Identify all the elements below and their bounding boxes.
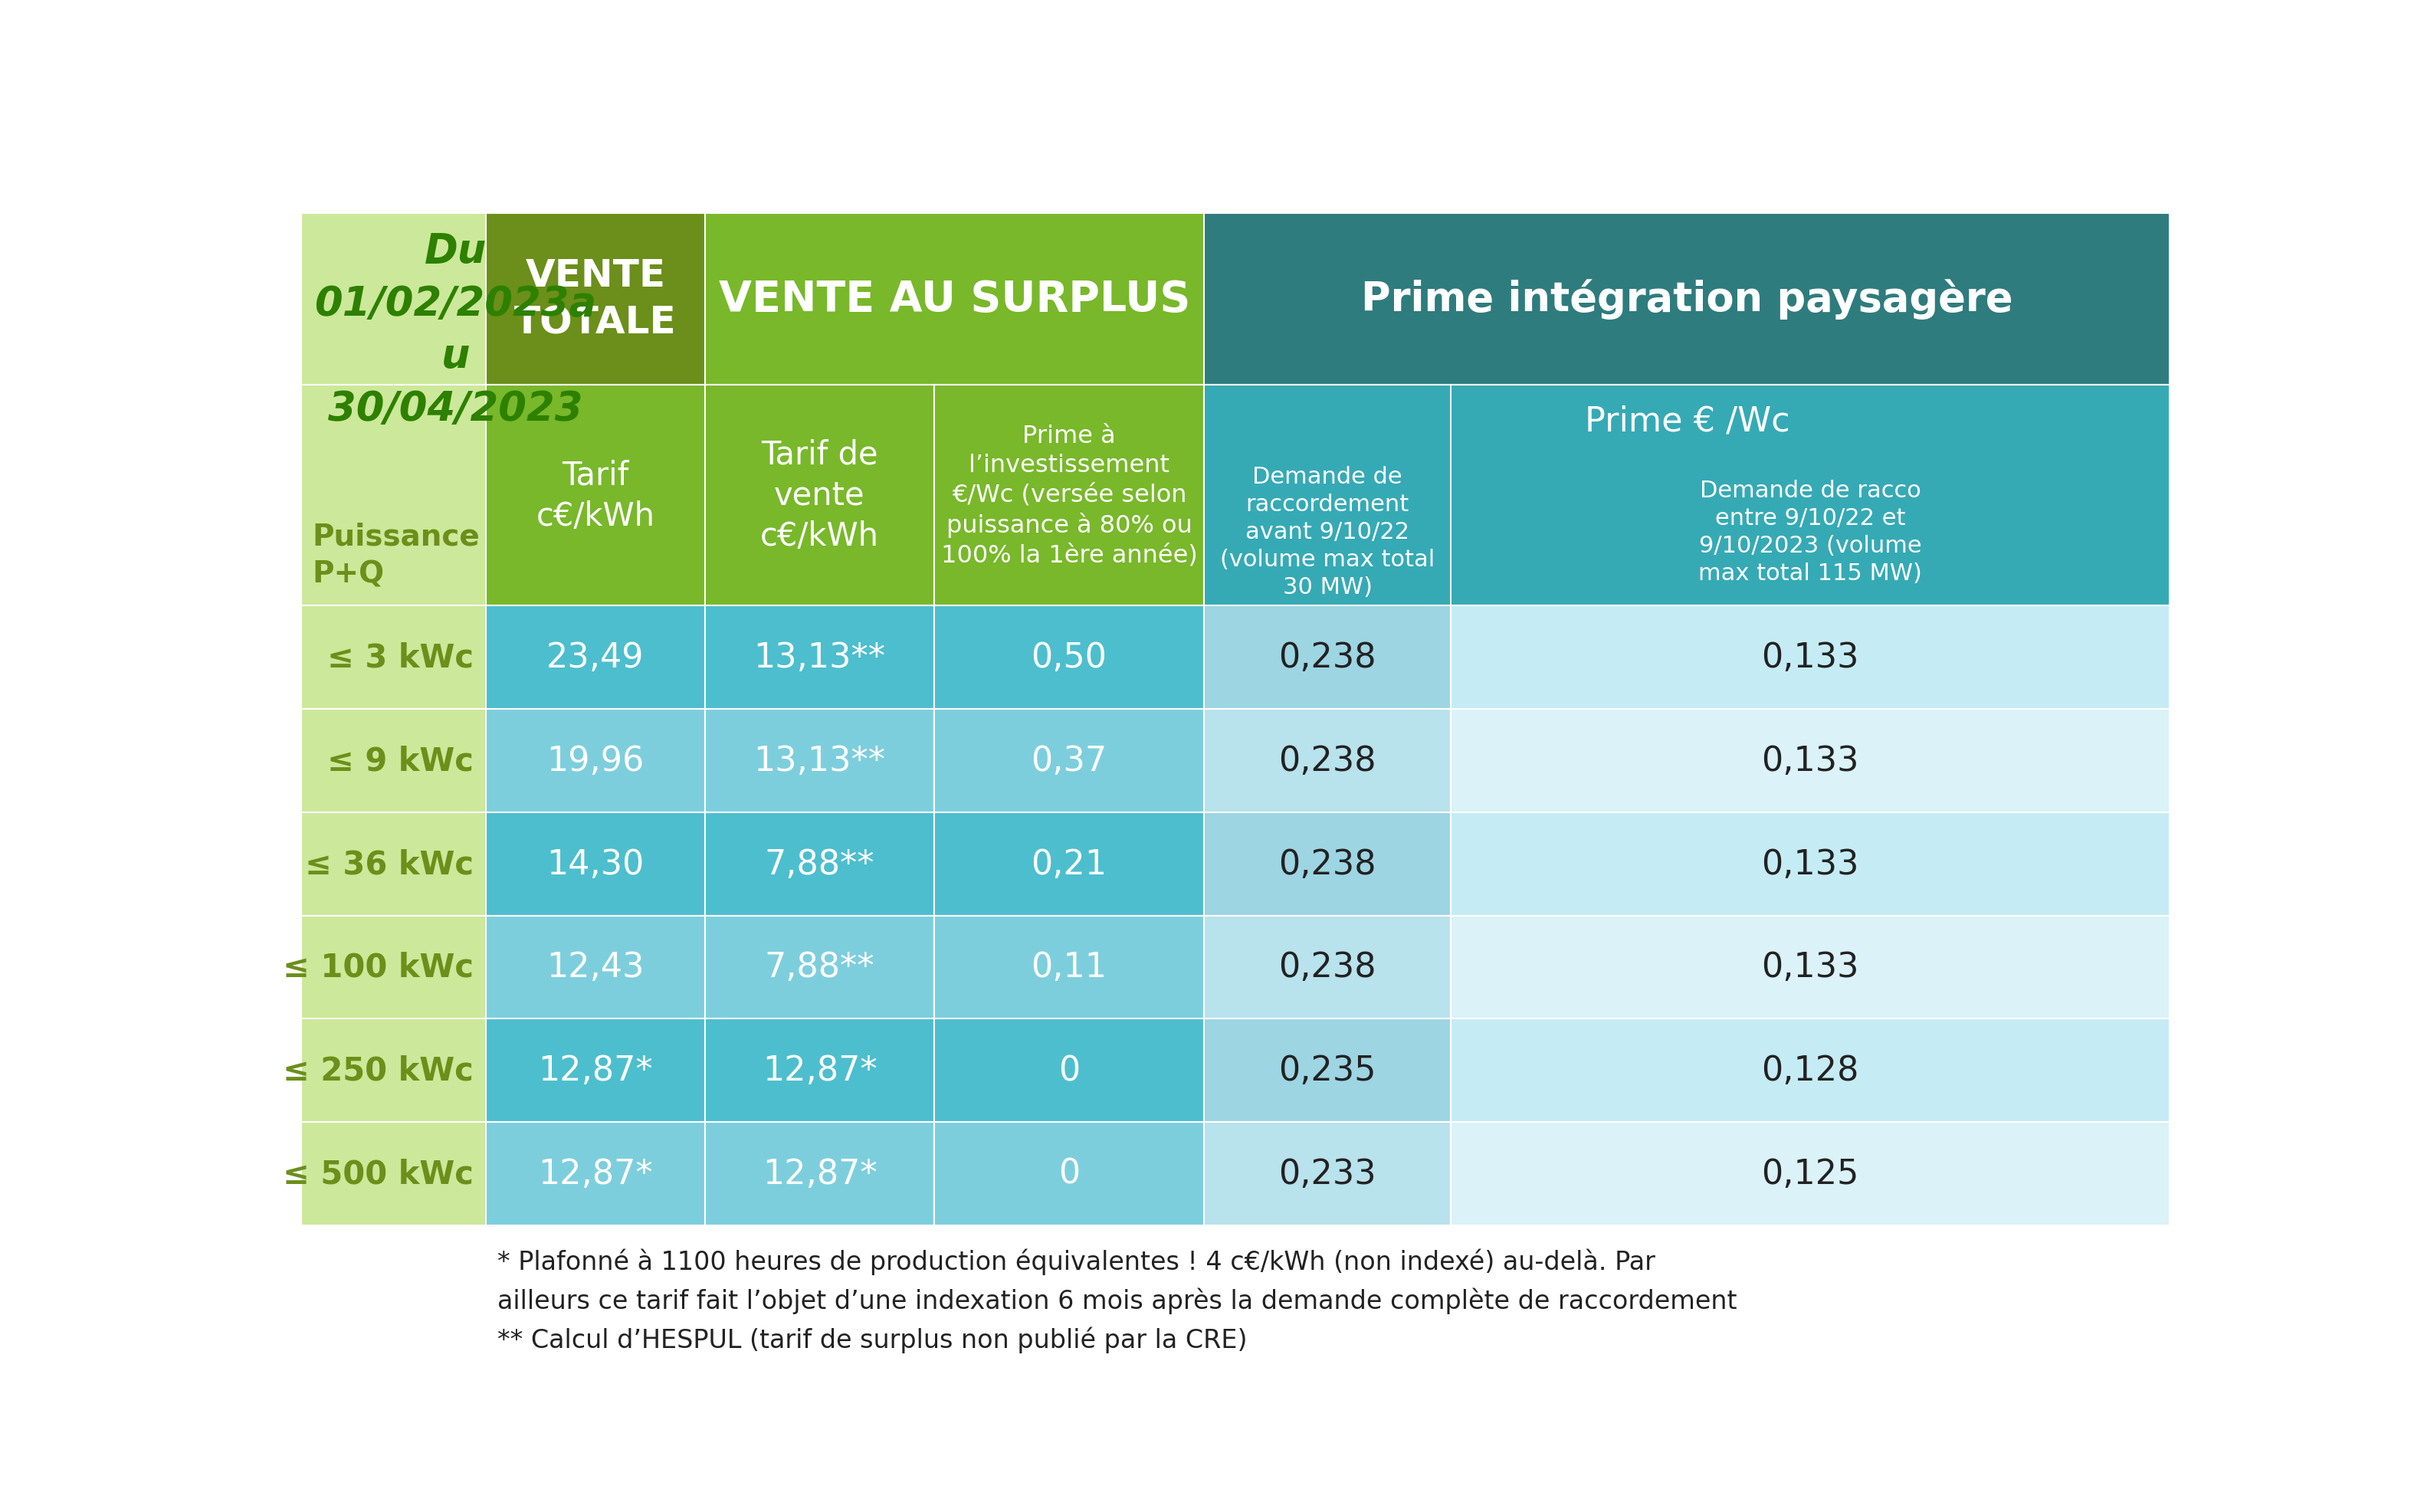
Bar bbox=[301, 812, 485, 916]
Bar bbox=[485, 1122, 706, 1225]
Text: 12,43: 12,43 bbox=[547, 951, 644, 984]
Bar bbox=[1203, 213, 2170, 386]
Text: 14,30: 14,30 bbox=[547, 848, 644, 880]
Text: Demande de
raccordement
avant 9/10/22
(volume max total
30 MW): Demande de raccordement avant 9/10/22 (v… bbox=[1220, 466, 1435, 597]
Bar bbox=[301, 606, 485, 709]
Text: 23,49: 23,49 bbox=[547, 641, 644, 674]
Text: 19,96: 19,96 bbox=[547, 744, 644, 777]
Bar bbox=[1203, 386, 2170, 606]
Text: Tarif
c€/kWh: Tarif c€/kWh bbox=[535, 460, 656, 532]
Text: 0,233: 0,233 bbox=[1278, 1157, 1377, 1190]
Text: ≤ 500 kWc: ≤ 500 kWc bbox=[282, 1158, 473, 1190]
Text: 12,87*: 12,87* bbox=[762, 1054, 878, 1087]
Text: Prime à
l’investissement
€/Wc (versée selon
puissance à 80% ou
100% la 1ère anné: Prime à l’investissement €/Wc (versée se… bbox=[940, 423, 1198, 567]
Text: VENTE AU SURPLUS: VENTE AU SURPLUS bbox=[718, 278, 1191, 321]
Bar bbox=[933, 1122, 1203, 1225]
Bar bbox=[706, 812, 933, 916]
Bar bbox=[1203, 1019, 1451, 1122]
Text: Prime intégration paysagère: Prime intégration paysagère bbox=[1362, 280, 2013, 319]
Bar bbox=[933, 386, 1203, 606]
Text: 0,50: 0,50 bbox=[1032, 641, 1107, 674]
Bar bbox=[485, 1019, 706, 1122]
Text: 0,238: 0,238 bbox=[1278, 951, 1377, 984]
Text: 12,87*: 12,87* bbox=[762, 1157, 878, 1190]
Bar bbox=[301, 213, 485, 386]
Bar bbox=[706, 1019, 933, 1122]
Text: 0,125: 0,125 bbox=[1762, 1157, 1859, 1190]
Bar bbox=[485, 812, 706, 916]
Bar bbox=[1451, 916, 2170, 1019]
Bar bbox=[1451, 1019, 2170, 1122]
Text: 0,238: 0,238 bbox=[1278, 848, 1377, 880]
Bar bbox=[485, 916, 706, 1019]
Text: 0,37: 0,37 bbox=[1032, 744, 1107, 777]
Text: ≤ 9 kWc: ≤ 9 kWc bbox=[328, 745, 473, 777]
Text: 0: 0 bbox=[1058, 1157, 1080, 1190]
Text: 12,87*: 12,87* bbox=[538, 1054, 653, 1087]
Bar bbox=[301, 916, 485, 1019]
Text: 13,13**: 13,13** bbox=[755, 744, 885, 777]
Text: 7,88**: 7,88** bbox=[764, 951, 875, 984]
Bar bbox=[301, 386, 485, 606]
Text: VENTE
TOTALE: VENTE TOTALE bbox=[514, 257, 677, 342]
Text: * Plafonné à 1100 heures de production équivalentes ! 4 c€/kWh (non indexé) au-d: * Plafonné à 1100 heures de production é… bbox=[497, 1247, 1736, 1352]
Bar bbox=[706, 386, 933, 606]
Text: 0,133: 0,133 bbox=[1762, 641, 1859, 674]
Text: ≤ 100 kWc: ≤ 100 kWc bbox=[282, 951, 473, 983]
Bar bbox=[706, 213, 1203, 386]
Bar bbox=[1451, 812, 2170, 916]
Text: 0,21: 0,21 bbox=[1032, 848, 1107, 880]
Bar bbox=[485, 606, 706, 709]
Bar bbox=[706, 1122, 933, 1225]
Text: 12,87*: 12,87* bbox=[538, 1157, 653, 1190]
Text: ≤ 36 kWc: ≤ 36 kWc bbox=[306, 848, 473, 880]
Bar bbox=[933, 812, 1203, 916]
Bar bbox=[933, 1019, 1203, 1122]
Bar bbox=[1451, 606, 2170, 709]
Text: 0,11: 0,11 bbox=[1032, 951, 1107, 984]
Bar bbox=[706, 709, 933, 812]
Bar bbox=[301, 1019, 485, 1122]
Bar bbox=[1203, 1122, 1451, 1225]
Bar bbox=[301, 709, 485, 812]
Text: Prime € /Wc: Prime € /Wc bbox=[1584, 405, 1789, 437]
Text: 7,88**: 7,88** bbox=[764, 848, 875, 880]
Text: 0,238: 0,238 bbox=[1278, 744, 1377, 777]
Text: ≤ 250 kWc: ≤ 250 kWc bbox=[282, 1054, 473, 1087]
Text: 0,128: 0,128 bbox=[1762, 1054, 1859, 1087]
Text: ≤ 3 kWc: ≤ 3 kWc bbox=[328, 641, 473, 674]
Bar bbox=[301, 1122, 485, 1225]
Text: Puissance
P+Q: Puissance P+Q bbox=[311, 522, 480, 588]
Text: 0,133: 0,133 bbox=[1762, 951, 1859, 984]
Bar bbox=[933, 709, 1203, 812]
Text: 0: 0 bbox=[1058, 1054, 1080, 1087]
Text: 0,133: 0,133 bbox=[1762, 848, 1859, 880]
Bar bbox=[1203, 916, 1451, 1019]
Text: Tarif de
vente
c€/kWh: Tarif de vente c€/kWh bbox=[759, 438, 880, 552]
Text: Du
01/02/2023a
u
30/04/2023: Du 01/02/2023a u 30/04/2023 bbox=[313, 231, 596, 428]
Bar bbox=[1451, 1122, 2170, 1225]
Text: 0,235: 0,235 bbox=[1278, 1054, 1377, 1087]
Bar bbox=[485, 709, 706, 812]
Bar bbox=[706, 916, 933, 1019]
Bar bbox=[933, 916, 1203, 1019]
Bar bbox=[1203, 606, 1451, 709]
Text: 13,13**: 13,13** bbox=[755, 641, 885, 674]
Bar bbox=[485, 213, 706, 386]
Bar bbox=[485, 386, 706, 606]
Bar bbox=[1203, 709, 1451, 812]
Text: Demande de racco
entre 9/10/22 et
9/10/2023 (volume
max total 115 MW): Demande de racco entre 9/10/22 et 9/10/2… bbox=[1697, 479, 1922, 584]
Text: 0,238: 0,238 bbox=[1278, 641, 1377, 674]
Bar bbox=[706, 606, 933, 709]
Bar bbox=[1203, 812, 1451, 916]
Text: 0,133: 0,133 bbox=[1762, 744, 1859, 777]
Bar bbox=[1451, 709, 2170, 812]
Bar bbox=[933, 606, 1203, 709]
